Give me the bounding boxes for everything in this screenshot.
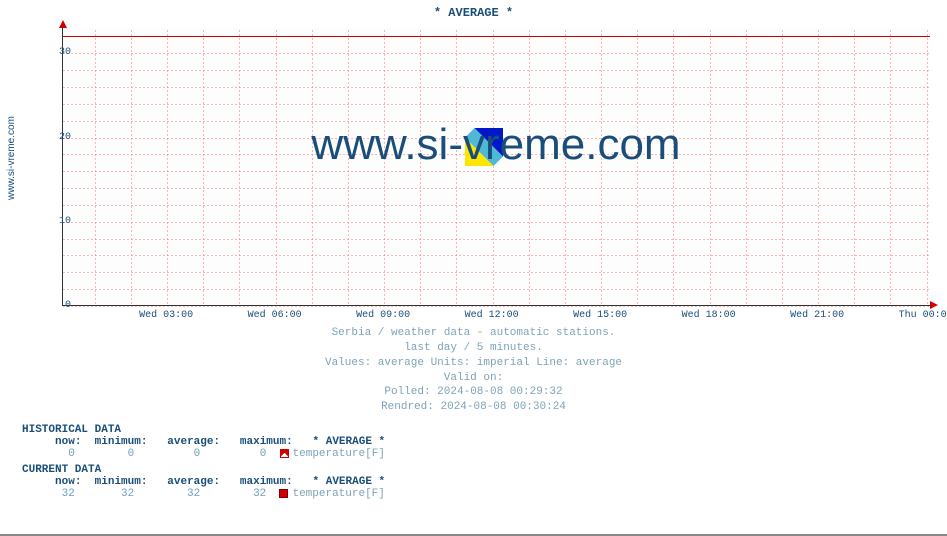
meta-source: Serbia / weather data - automatic statio… <box>0 326 947 341</box>
xtick-label: Wed 18:00 <box>682 310 736 321</box>
gridline-v <box>637 28 638 305</box>
xtick-label: Wed 09:00 <box>356 310 410 321</box>
plot-area <box>62 28 930 306</box>
gridline-v <box>565 28 566 305</box>
gridline-v <box>673 28 674 305</box>
chart-metadata: Serbia / weather data - automatic statio… <box>0 326 947 415</box>
meta-settings: Values: average Units: imperial Line: av… <box>0 356 947 371</box>
gridline-h <box>63 272 930 273</box>
gridline-v <box>276 28 277 305</box>
gridline-v <box>95 28 96 305</box>
gridline-v <box>818 28 819 305</box>
meta-interval: last day / 5 minutes. <box>0 341 947 356</box>
gridline-v <box>456 28 457 305</box>
historical-marker-icon <box>280 449 289 458</box>
meta-rendered: Rendred: 2024-08-08 00:30:24 <box>0 400 947 415</box>
meta-polled: Polled: 2024-08-08 00:29:32 <box>0 385 947 400</box>
gridline-v <box>384 28 385 305</box>
current-marker-icon <box>279 489 288 498</box>
gridline-h <box>63 104 930 105</box>
ytick-label: 20 <box>21 132 71 143</box>
gridline-v <box>131 28 132 305</box>
gridline-v <box>746 28 747 305</box>
xtick-label: Wed 12:00 <box>465 310 519 321</box>
xtick-label: Thu 00:00 <box>899 310 947 321</box>
gridline-v <box>203 28 204 305</box>
gridline-h <box>63 222 930 223</box>
gridline-h <box>63 306 930 307</box>
xtick-label: Wed 21:00 <box>790 310 844 321</box>
ytick-label: 0 <box>21 300 71 311</box>
gridline-v <box>890 28 891 305</box>
current-value-row: 32 32 32 32 temperature[F] <box>22 488 385 500</box>
current-heading: CURRENT DATA <box>22 464 385 476</box>
gridline-v <box>312 28 313 305</box>
gridline-v <box>239 28 240 305</box>
gridline-v <box>420 28 421 305</box>
gridline-v <box>927 28 928 305</box>
series-line <box>63 36 930 37</box>
gridline-v <box>493 28 494 305</box>
gridline-h <box>63 171 930 172</box>
gridline-h <box>63 255 930 256</box>
gridline-v <box>710 28 711 305</box>
gridline-h <box>63 205 930 206</box>
gridline-v <box>348 28 349 305</box>
gridline-h <box>63 188 930 189</box>
historical-header-row: now: minimum: average: maximum: * AVERAG… <box>22 436 385 448</box>
gridline-h <box>63 239 930 240</box>
y-axis-arrow-icon <box>59 20 67 28</box>
gridline-h <box>63 289 930 290</box>
watermark-logo-icon <box>465 128 503 166</box>
gridline-v <box>167 28 168 305</box>
y-axis-source-label: www.si-vreme.com <box>6 116 17 200</box>
historical-value-row: 0 0 0 0 temperature[F] <box>22 448 385 460</box>
chart-container: * AVERAGE * www.si-vreme.com www.si-vrem… <box>0 0 947 536</box>
x-axis-arrow-icon <box>930 301 938 309</box>
gridline-v <box>529 28 530 305</box>
current-header-row: now: minimum: average: maximum: * AVERAG… <box>22 476 385 488</box>
xtick-label: Wed 15:00 <box>573 310 627 321</box>
xtick-label: Wed 03:00 <box>139 310 193 321</box>
gridline-h <box>63 53 930 54</box>
gridline-v <box>782 28 783 305</box>
gridline-h <box>63 121 930 122</box>
meta-valid: Valid on: <box>0 371 947 386</box>
gridline-h <box>63 87 930 88</box>
ytick-label: 30 <box>21 47 71 58</box>
historical-heading: HISTORICAL DATA <box>22 424 385 436</box>
ytick-label: 10 <box>21 216 71 227</box>
gridline-v <box>854 28 855 305</box>
chart-title: * AVERAGE * <box>0 6 947 20</box>
xtick-label: Wed 06:00 <box>248 310 302 321</box>
data-tables: HISTORICAL DATA now: minimum: average: m… <box>22 420 385 500</box>
gridline-h <box>63 70 930 71</box>
gridline-v <box>601 28 602 305</box>
